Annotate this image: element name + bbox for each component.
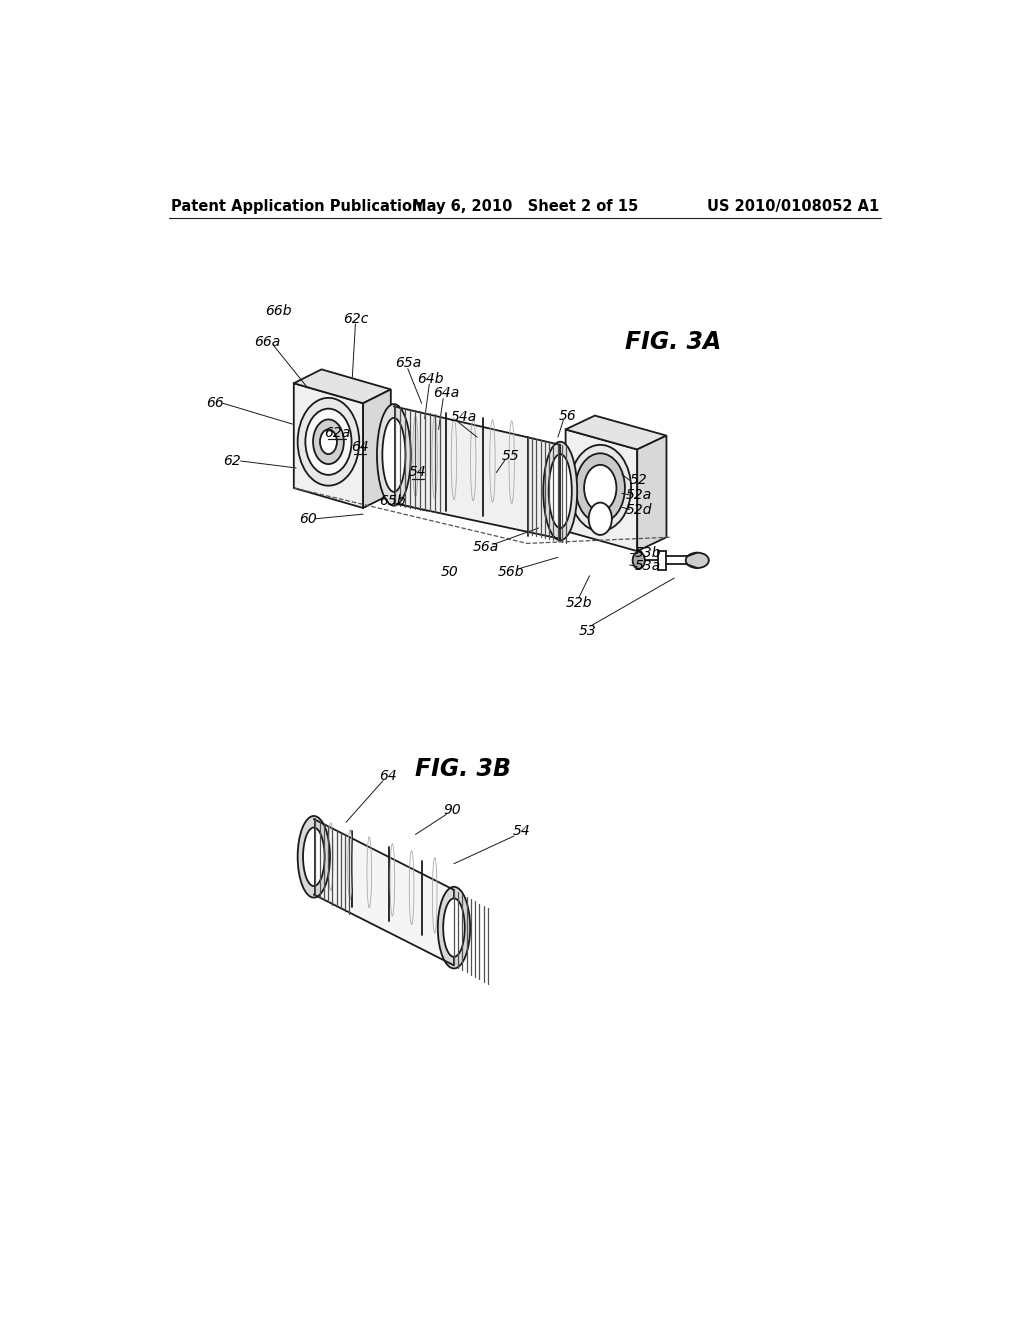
Ellipse shape [633,552,645,569]
Polygon shape [364,389,391,508]
Ellipse shape [377,404,411,506]
Text: 60: 60 [299,512,316,525]
Text: 52b: 52b [565,597,592,610]
Text: 56b: 56b [498,565,524,579]
Ellipse shape [305,409,351,475]
Ellipse shape [584,465,616,511]
Text: 52d: 52d [626,503,652,516]
Ellipse shape [298,397,359,486]
Polygon shape [565,416,667,449]
Text: 55: 55 [502,449,520,463]
Text: 65b: 65b [379,494,406,508]
Text: FIG. 3B: FIG. 3B [415,756,511,781]
Text: 52a: 52a [626,488,652,502]
Text: 66: 66 [207,396,224,411]
Text: 54: 54 [513,825,530,838]
Ellipse shape [443,899,465,957]
Ellipse shape [298,816,330,898]
Text: 62a: 62a [324,425,350,440]
Text: 64b: 64b [418,372,444,385]
Ellipse shape [686,553,709,568]
Text: 90: 90 [443,803,461,817]
Ellipse shape [549,454,571,528]
Ellipse shape [589,503,611,535]
Text: 64a: 64a [433,387,460,400]
Text: 53: 53 [579,624,597,638]
Text: 65a: 65a [394,356,421,370]
Ellipse shape [569,445,631,531]
Ellipse shape [313,420,344,465]
Polygon shape [294,370,391,404]
Text: 62: 62 [223,454,241,469]
Text: US 2010/0108052 A1: US 2010/0108052 A1 [707,198,879,214]
Polygon shape [294,383,364,508]
Text: 66b: 66b [265,304,292,318]
Polygon shape [565,429,637,552]
Ellipse shape [544,442,578,540]
Text: 54a: 54a [451,411,477,424]
Text: 52: 52 [630,474,647,487]
Text: FIG. 3A: FIG. 3A [626,330,722,354]
Polygon shape [313,818,454,965]
Ellipse shape [319,429,337,454]
Text: 50: 50 [440,565,458,579]
Text: 56a: 56a [473,540,500,554]
Text: Patent Application Publication: Patent Application Publication [171,198,422,214]
Text: 53a: 53a [635,560,662,573]
Ellipse shape [438,887,470,969]
Ellipse shape [575,453,625,523]
Ellipse shape [303,828,325,886]
Text: 64: 64 [379,770,396,783]
Text: 53b: 53b [635,545,662,560]
Text: 66a: 66a [255,335,281,348]
Text: 62c: 62c [343,312,368,326]
Text: 64: 64 [351,440,369,454]
Polygon shape [637,436,667,552]
Ellipse shape [382,418,406,492]
Text: May 6, 2010   Sheet 2 of 15: May 6, 2010 Sheet 2 of 15 [412,198,638,214]
Text: 56: 56 [559,409,577,422]
Polygon shape [394,407,560,539]
Text: 54: 54 [409,465,427,479]
